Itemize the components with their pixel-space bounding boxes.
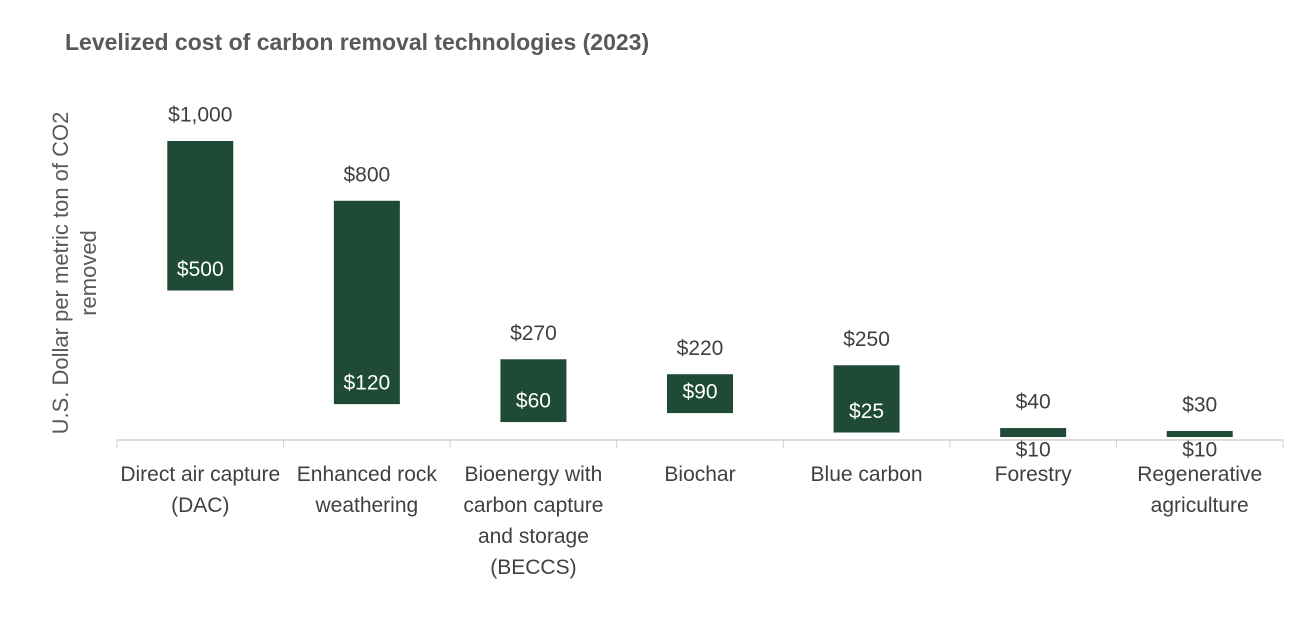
- value-label: $10: [1016, 439, 1051, 462]
- x-tick-label: Enhanced rock weathering: [296, 463, 437, 517]
- x-tick-label: Forestry: [994, 463, 1072, 486]
- value-label: $10: [1182, 439, 1217, 462]
- value-label: $250: [843, 328, 890, 351]
- chart-title: Levelized cost of carbon removal technol…: [65, 29, 650, 55]
- value-label: $40: [1016, 391, 1051, 414]
- value-label: $30: [1182, 394, 1217, 417]
- value-label: $800: [343, 163, 390, 186]
- bar: [500, 359, 567, 423]
- bar: [333, 200, 400, 405]
- bar: [833, 365, 900, 433]
- bar: [1166, 431, 1233, 438]
- value-label: $90: [682, 381, 717, 404]
- value-label: $220: [677, 337, 724, 360]
- x-tick-label: Biochar: [664, 463, 736, 486]
- x-tick-label: Blue carbon: [810, 463, 923, 486]
- value-label: $270: [510, 322, 557, 345]
- value-label: $1,000: [168, 104, 232, 127]
- bar: [167, 141, 234, 291]
- value-label: $120: [343, 372, 390, 395]
- value-label: $60: [516, 390, 551, 413]
- bar: [1000, 428, 1067, 438]
- x-tick-label: Bioenergy with carbon capture and storag…: [463, 463, 604, 579]
- value-label: $25: [849, 400, 884, 423]
- bar: [667, 374, 733, 414]
- x-tick-label: Regenerative agriculture: [1137, 463, 1263, 517]
- x-tick-label: Direct air capture (DAC): [120, 463, 281, 517]
- value-label: $500: [177, 258, 224, 281]
